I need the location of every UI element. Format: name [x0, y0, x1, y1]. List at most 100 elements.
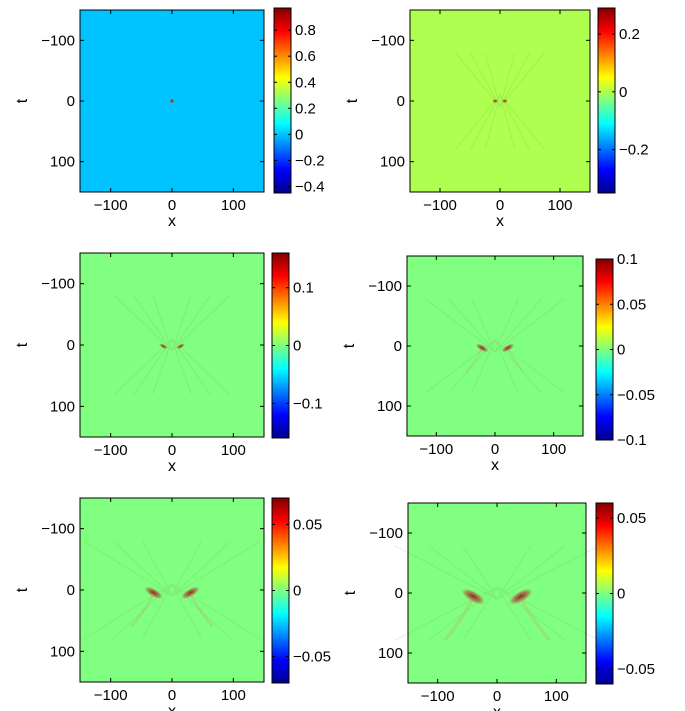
arc-tail	[465, 348, 483, 373]
panel-middle-right: −100 0 100 −100 0 100 x t 0.1 0.05 0 −0.05 −0.1	[341, 251, 655, 474]
x-tick-label: 0	[491, 441, 499, 458]
colorbar-tick-label: 0	[619, 84, 627, 101]
arc-tail	[443, 596, 475, 642]
heatmap-feature	[114, 295, 230, 395]
x-tick-label: 100	[221, 687, 246, 704]
lobe	[492, 99, 499, 103]
y-tick-label: 100	[50, 398, 75, 415]
y-axis-label: t	[14, 587, 31, 592]
x-tick-label: 0	[168, 442, 176, 459]
colorbar: 0.05 0 −0.05	[595, 502, 655, 685]
y-axis-label: t	[344, 98, 361, 103]
colorbar-tick-label: −0.2	[295, 152, 325, 169]
x-tick-label: 0	[168, 197, 176, 214]
heatmap-feature	[83, 540, 261, 640]
y-tick-label: 100	[380, 154, 405, 171]
x-tick-label: −100	[419, 441, 453, 458]
y-tick-label: 100	[378, 645, 403, 662]
x-tick-label: 100	[221, 197, 246, 214]
heatmap-feature	[425, 298, 565, 394]
lobe	[475, 343, 489, 353]
colorbar: 0.1 0.05 0 −0.05 −0.1	[595, 251, 655, 449]
y-tick-label: −100	[41, 521, 75, 538]
colorbar-tick-label: 0.05	[293, 516, 322, 533]
colorbar: 0.8 0.6 0.4 0.2 0 −0.2 −0.4	[273, 7, 325, 195]
y-tick-label: −100	[368, 278, 402, 295]
heatmap-feature	[455, 52, 545, 150]
colorbar-tick-label: 0.1	[293, 280, 314, 297]
x-tick-label: 100	[547, 197, 572, 214]
y-tick-label: −100	[369, 525, 403, 542]
heatmap-field	[410, 10, 590, 192]
colorbar-tick-label: 0	[617, 586, 625, 603]
y-axis-label: t	[342, 590, 359, 595]
lobe	[144, 586, 163, 599]
colorbar-tick-label: 0.05	[617, 510, 646, 527]
colorbar-tick-label: 0	[293, 338, 301, 355]
colorbar-tick-label: −0.1	[617, 432, 647, 449]
y-tick-label: 100	[377, 398, 402, 415]
colorbar-tick-label: 0	[295, 126, 303, 143]
panel-top-right: −100 0 100 −100 0 100 x t 0.2 0 −0.2	[344, 7, 649, 230]
colorbar-tick-label: −0.1	[293, 395, 323, 412]
colorbar-tick-label: 0.8	[295, 22, 316, 39]
x-tick-label: −100	[94, 197, 128, 214]
colorbar-tick-label: 0.2	[295, 100, 316, 117]
x-axis-label: x	[168, 703, 176, 711]
y-tick-label: 0	[394, 338, 402, 355]
heatmap-feature	[170, 99, 174, 103]
colorbar-tick-label: 0	[617, 342, 625, 359]
x-tick-label: −100	[423, 197, 457, 214]
colorbar-tick-label: 0.1	[617, 251, 638, 268]
y-tick-label: −100	[41, 276, 75, 293]
colorbar: 0.1 0 −0.1	[271, 252, 323, 439]
x-axis-label: x	[168, 458, 176, 475]
x-tick-label: −100	[421, 688, 455, 705]
panel-middle-left: −100 0 100 −100 0 100 x t 0.1 0 −0.1	[14, 252, 323, 475]
heatmap-field	[80, 253, 264, 437]
colorbar-gradient	[273, 7, 292, 194]
y-tick-label: −100	[371, 32, 405, 49]
lobe	[501, 343, 515, 353]
heatmap-field	[408, 503, 586, 683]
y-axis-label: t	[341, 343, 358, 348]
x-axis-label: x	[491, 457, 499, 474]
x-axis-label: x	[496, 213, 504, 230]
y-tick-label: 0	[67, 337, 75, 354]
heatmap-feature	[394, 545, 600, 642]
lobe	[176, 343, 185, 350]
colorbar-tick-label: 0	[293, 583, 301, 600]
colorbar-tick-label: −0.05	[617, 661, 655, 678]
y-axis-label: t	[14, 342, 31, 347]
peak-point	[170, 99, 174, 103]
panel-bottom-left: −100 0 100 −100 0 100 x t 0.05 0 −0.05	[14, 497, 331, 711]
lobe	[181, 586, 200, 599]
x-axis-label: x	[168, 213, 176, 230]
x-tick-label: 100	[541, 441, 566, 458]
x-tick-label: −100	[94, 442, 128, 459]
colorbar-tick-label: 0.05	[617, 296, 646, 313]
x-tick-label: −100	[94, 687, 128, 704]
colorbar: 0.2 0 −0.2	[597, 7, 649, 194]
colorbar-tick-label: −0.4	[295, 178, 325, 195]
x-tick-label: 100	[544, 688, 569, 705]
heatmap-field	[407, 256, 583, 436]
y-tick-label: 0	[397, 93, 405, 110]
lobe	[461, 588, 485, 605]
colorbar-tick-label: −0.05	[293, 649, 331, 666]
x-axis-label: x	[493, 704, 501, 711]
arc-tail	[519, 596, 551, 642]
y-tick-label: 0	[67, 93, 75, 110]
colorbar-tick-label: 0.6	[295, 48, 316, 65]
y-tick-label: −100	[41, 32, 75, 49]
colorbar-gradient	[597, 7, 616, 194]
lobe	[501, 99, 508, 103]
arc-tail	[507, 348, 525, 373]
colorbar: 0.05 0 −0.05	[271, 497, 331, 684]
panel-top-left: −100 0 100 −100 0 100 x t 0.8 0.6 0.4 0.2 0 −0.2 −0.4	[14, 7, 325, 230]
x-tick-label: 0	[493, 688, 501, 705]
arc-tail	[130, 593, 155, 628]
radiation-fan	[455, 52, 545, 150]
colorbar-tick-label: −0.2	[619, 142, 649, 159]
